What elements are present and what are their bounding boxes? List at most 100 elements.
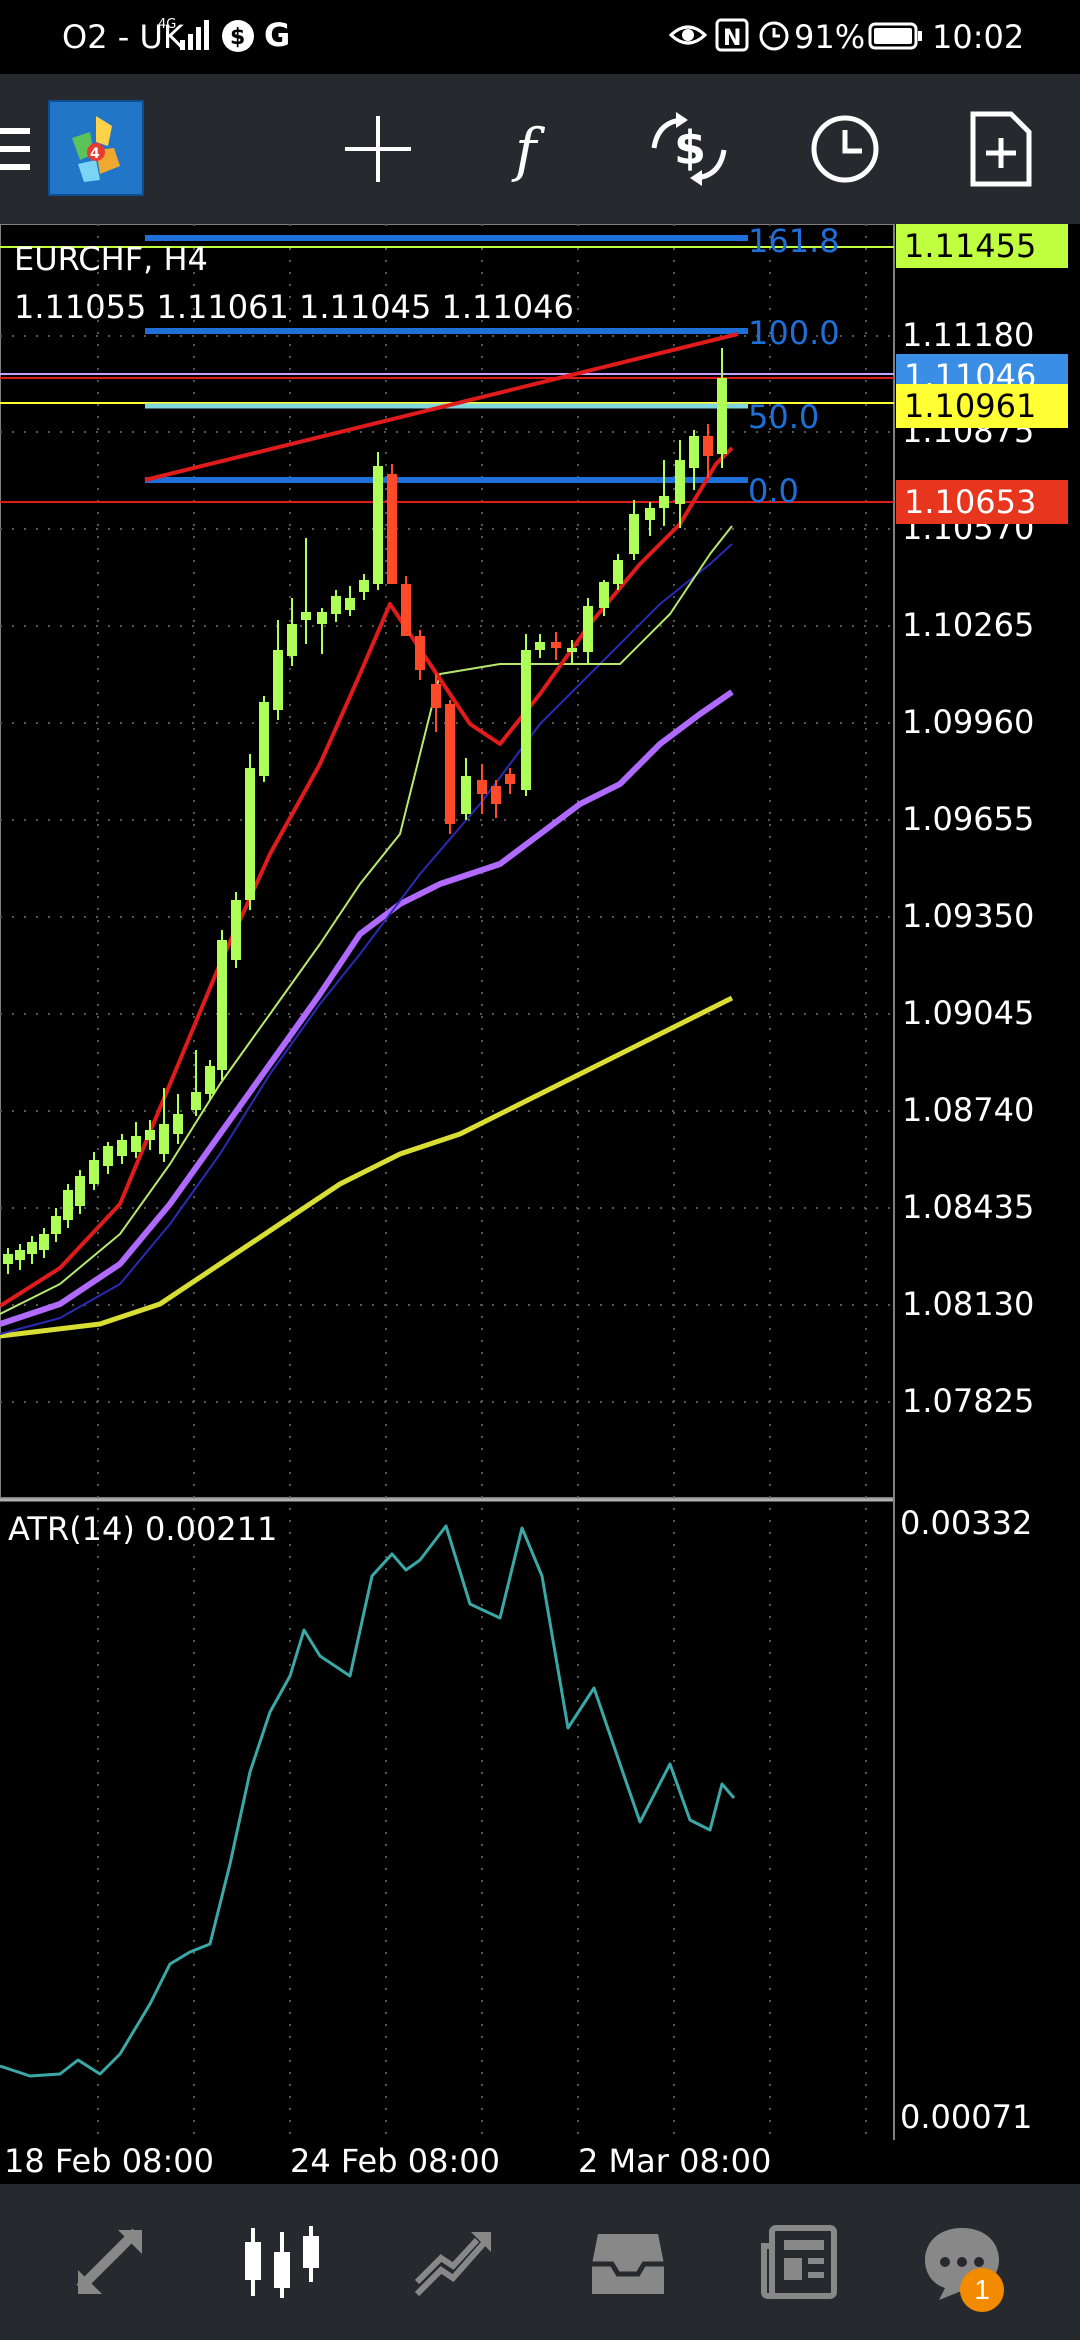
bull-candle — [373, 466, 383, 584]
bull-candle — [145, 1130, 155, 1140]
bull-candle — [191, 1092, 201, 1110]
bear-candle — [551, 642, 561, 648]
bull-candle — [629, 514, 639, 554]
bull-candle — [117, 1140, 127, 1156]
bear-candle — [445, 704, 455, 824]
svg-text:f: f — [511, 116, 546, 184]
atr-scale-top: 0.00332 — [900, 1504, 1033, 1542]
bull-candle — [287, 624, 297, 656]
price-chart[interactable] — [0, 224, 1080, 2184]
eye-icon — [668, 14, 708, 58]
status-bar: O2 - UK 4G $ G N 91% 10:02 — [0, 0, 1080, 74]
history-button[interactable] — [804, 108, 886, 190]
news-icon — [761, 2225, 837, 2299]
price-tick: 1.08130 — [902, 1285, 1035, 1323]
fib-label-100: 100.0 — [748, 314, 840, 352]
bear-candle — [477, 780, 487, 794]
bottom-navigation: 1 — [0, 2184, 1080, 2340]
svg-text:N: N — [723, 26, 741, 51]
bear-candle — [491, 786, 501, 804]
bull-candle — [259, 702, 269, 776]
svg-text:$: $ — [674, 121, 706, 175]
bear-candle — [703, 436, 713, 456]
indicators-button[interactable]: f — [491, 108, 573, 190]
hamburger-icon — [0, 128, 30, 170]
fib-label-161: 161.8 — [748, 222, 840, 260]
bull-candle — [613, 560, 623, 584]
svg-text:G: G — [264, 16, 290, 54]
new-order-button[interactable] — [960, 108, 1042, 190]
price-tag-upper: 1.11455 — [896, 224, 1068, 268]
price-tag-mid: 1.10961 — [896, 384, 1068, 428]
bull-candle — [273, 650, 283, 710]
battery-percentage: 91% — [794, 18, 866, 56]
nav-quotes[interactable] — [62, 2214, 158, 2310]
menu-button[interactable] — [0, 126, 30, 172]
ma-blue-line — [0, 543, 733, 1335]
bull-candle — [205, 1066, 215, 1094]
nav-history[interactable] — [580, 2214, 676, 2310]
trade-trend-icon — [414, 2232, 491, 2297]
quotes-arrows-icon — [76, 2228, 142, 2294]
nav-news[interactable] — [752, 2214, 848, 2310]
crosshair-icon — [345, 116, 411, 182]
bull-candle — [301, 612, 311, 620]
atr-label: ATR(14) 0.00211 — [8, 1510, 278, 1548]
bull-candle — [231, 900, 241, 960]
bull-candle — [461, 776, 471, 814]
bear-candle — [431, 684, 441, 708]
chart-toolbar: 4 f $ — [0, 74, 1080, 224]
ma-lightgreen-line — [0, 525, 733, 1315]
fib-label-0: 0.0 — [748, 472, 799, 510]
candlestick-icon — [245, 2226, 319, 2298]
dollar-app-icon: $ — [218, 14, 258, 58]
bull-candle — [317, 612, 327, 624]
google-icon: G — [262, 14, 302, 58]
bull-candle — [717, 378, 727, 454]
bull-candle — [131, 1136, 141, 1152]
price-tick: 1.08435 — [902, 1188, 1035, 1226]
price-tick: 1.10265 — [902, 606, 1035, 644]
carrier-name: O2 - UK — [62, 18, 184, 56]
bull-candle — [217, 940, 227, 1070]
signal-4g-icon: 4G — [158, 14, 214, 58]
nav-trade[interactable] — [406, 2214, 502, 2310]
add-document-icon — [970, 111, 1032, 187]
date-tick: 2 Mar 08:00 — [578, 2142, 772, 2180]
price-tick: 1.11180 — [902, 316, 1035, 354]
svg-text:$: $ — [230, 25, 245, 50]
nav-chart[interactable] — [234, 2214, 330, 2310]
bull-candle — [3, 1254, 13, 1264]
trade-button[interactable]: $ — [648, 108, 730, 190]
bear-candle — [415, 636, 425, 670]
bull-candle — [359, 580, 369, 592]
atr-scale-bottom: 0.00071 — [900, 2098, 1033, 2136]
bull-candle — [521, 650, 531, 790]
metatrader-logo[interactable]: 4 — [48, 100, 144, 196]
notification-badge: 1 — [960, 2268, 1004, 2312]
bull-candle — [583, 606, 593, 652]
bull-candle — [245, 768, 255, 900]
bear-candle — [401, 584, 411, 636]
bull-candle — [645, 508, 655, 520]
inbox-icon — [592, 2234, 664, 2294]
bull-candle — [659, 496, 669, 508]
date-tick: 24 Feb 08:00 — [290, 2142, 500, 2180]
chart-area[interactable]: EURCHF, H4 1.11055 1.11061 1.11045 1.110… — [0, 222, 1080, 2184]
price-tick: 1.09655 — [902, 800, 1035, 838]
price-tick: 1.09960 — [902, 703, 1035, 741]
svg-text:4G: 4G — [158, 17, 176, 32]
bull-candle — [15, 1250, 25, 1260]
price-tick: 1.09350 — [902, 897, 1035, 935]
ma-violet-line — [0, 689, 734, 1327]
svg-text:4: 4 — [90, 146, 100, 162]
bear-candle — [505, 774, 515, 784]
fib-label-50: 50.0 — [748, 398, 820, 436]
nfc-icon: N — [714, 14, 750, 58]
clock: 10:02 — [932, 18, 1025, 56]
crosshair-button[interactable] — [337, 108, 419, 190]
ma-200-line — [0, 995, 734, 1339]
bull-candle — [173, 1114, 183, 1134]
bull-candle — [51, 1216, 61, 1234]
bull-candle — [75, 1176, 85, 1206]
